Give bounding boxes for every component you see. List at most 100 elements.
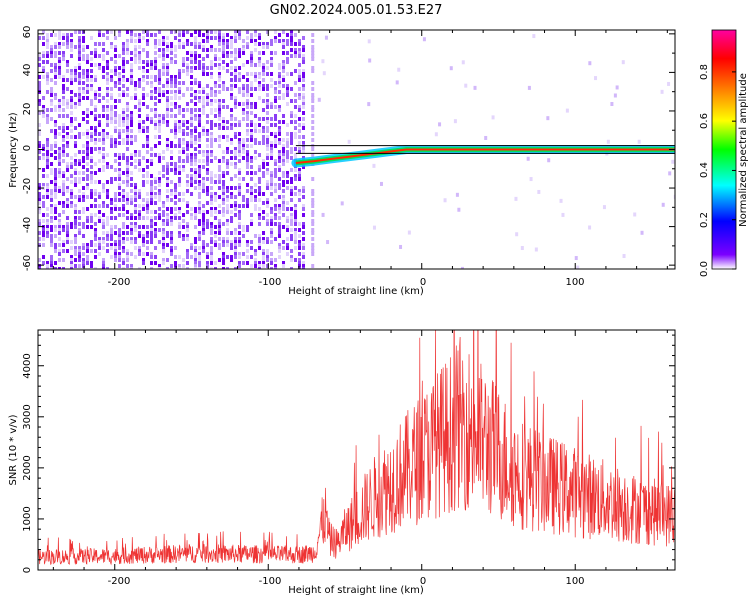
heatmap-cell xyxy=(142,66,145,70)
heatmap-cell xyxy=(218,39,221,43)
colorbar: 0.0 0.2 0.4 0.6 0.8 Normalized spectral … xyxy=(699,29,749,277)
heatmap-cell xyxy=(158,78,161,82)
heatmap-cell xyxy=(290,255,293,259)
heatmap-cell xyxy=(250,102,253,106)
heatmap-cell xyxy=(38,99,41,103)
heatmap-cell xyxy=(218,108,221,112)
heatmap-cell xyxy=(210,261,213,265)
heatmap-cell xyxy=(62,183,65,187)
heatmap-cell xyxy=(194,249,197,253)
heatmap-cell xyxy=(62,96,65,100)
heatmap-cell xyxy=(98,237,101,241)
heatmap-cell xyxy=(118,117,121,121)
heatmap-cell xyxy=(660,89,664,94)
heatmap-cell xyxy=(54,93,57,97)
heatmap-cell xyxy=(78,90,81,94)
heatmap-cell xyxy=(150,222,153,226)
heatmap-cell xyxy=(210,228,213,232)
heatmap-cell xyxy=(70,192,73,196)
heatmap-cell xyxy=(174,168,177,172)
heatmap-cell xyxy=(170,144,173,148)
heatmap-cell xyxy=(166,36,169,40)
heatmap-cell xyxy=(58,219,61,223)
heatmap-cell xyxy=(86,225,89,229)
colorbar-tick-label: 0.6 xyxy=(699,113,710,129)
heatmap-cell xyxy=(230,60,233,64)
heatmap-cell xyxy=(270,186,273,190)
heatmap-cell xyxy=(54,129,57,133)
heatmap-cell xyxy=(270,84,273,88)
heatmap-cell xyxy=(226,147,229,151)
heatmap-cell xyxy=(166,54,169,58)
heatmap-cell xyxy=(122,84,125,88)
heatmap-cell xyxy=(74,45,77,49)
heatmap-cell xyxy=(250,246,253,250)
heatmap-cell xyxy=(190,117,193,121)
heatmap-cell xyxy=(86,174,89,178)
heatmap-cell xyxy=(90,240,93,244)
heatmap-cell xyxy=(130,114,133,118)
heatmap-cell xyxy=(202,246,205,250)
heatmap-cell xyxy=(130,30,133,34)
heatmap-cell xyxy=(118,114,121,118)
heatmap-cell xyxy=(198,219,201,223)
heatmap-cell xyxy=(46,195,49,199)
heatmap-cell xyxy=(206,243,209,247)
heatmap-cell xyxy=(258,240,261,244)
heatmap-cell xyxy=(118,252,121,256)
heatmap-cell xyxy=(262,249,265,253)
heatmap-cell xyxy=(134,186,137,190)
heatmap-cell xyxy=(70,90,73,94)
heatmap-cell xyxy=(298,39,301,43)
heatmap-cell xyxy=(46,72,49,76)
heatmap-cell xyxy=(266,66,269,70)
heatmap-cell xyxy=(230,216,233,220)
heatmap-cell xyxy=(166,42,169,46)
heatmap-cell xyxy=(311,153,315,157)
heatmap-cell xyxy=(270,231,273,235)
heatmap-cell xyxy=(294,216,297,220)
heatmap-cell xyxy=(290,249,293,253)
heatmap-cell xyxy=(130,66,133,70)
heatmap-cell xyxy=(50,147,53,151)
heatmap-cell xyxy=(270,63,273,67)
heatmap-cell xyxy=(198,99,201,103)
heatmap-cell xyxy=(122,141,125,145)
heatmap-cell xyxy=(246,171,249,175)
heatmap-cell xyxy=(258,237,261,241)
heatmap-cell xyxy=(206,96,209,100)
heatmap-cell xyxy=(74,252,77,256)
heatmap-cell xyxy=(206,252,209,256)
heatmap-cell xyxy=(46,162,49,166)
heatmap-cell xyxy=(150,228,153,232)
heatmap-cell xyxy=(142,243,145,247)
heatmap-cell xyxy=(170,114,173,118)
heatmap-cell xyxy=(82,195,85,199)
heatmap-cell xyxy=(46,60,49,64)
heatmap-cell xyxy=(274,36,277,40)
heatmap-cell xyxy=(86,186,89,190)
heatmap-cell xyxy=(166,99,169,103)
heatmap-cell xyxy=(298,240,301,244)
heatmap-cell xyxy=(78,42,81,46)
heatmap-cell xyxy=(186,63,189,67)
heatmap-cell xyxy=(94,105,97,109)
snr-series-line xyxy=(38,330,675,566)
heatmap-cell xyxy=(130,216,133,220)
heatmap-cell xyxy=(154,114,157,118)
heatmap-cell xyxy=(62,126,65,130)
heatmap-cell xyxy=(190,246,193,250)
heatmap-cell xyxy=(246,261,249,265)
heatmap-cell xyxy=(150,198,153,202)
heatmap-cell xyxy=(561,212,565,217)
heatmap-cell xyxy=(82,186,85,190)
heatmap-cell xyxy=(90,159,93,163)
heatmap-cell xyxy=(130,201,133,205)
heatmap-cell xyxy=(298,117,301,121)
heatmap-cell xyxy=(230,204,233,208)
heatmap-cell xyxy=(222,150,225,154)
heatmap-cell xyxy=(190,42,193,46)
heatmap-cell xyxy=(74,75,77,79)
heatmap-cell xyxy=(170,219,173,223)
heatmap-cell xyxy=(254,75,257,79)
